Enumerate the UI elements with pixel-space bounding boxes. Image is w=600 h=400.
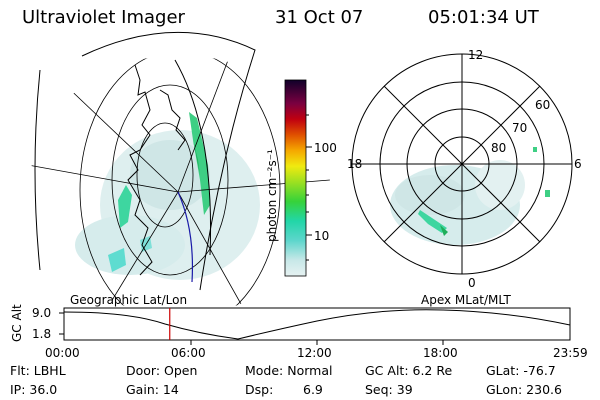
alt-tick-1-8: 1.8 [32, 327, 52, 341]
time-tick-0600: 06:00 [171, 346, 206, 360]
mlt-label-6: 6 [574, 157, 582, 171]
apex-panel-label: Apex MLat/MLT [421, 293, 511, 307]
polar-plot [351, 53, 573, 275]
glat-status: GLat: -76.7 [486, 363, 556, 378]
glon-status: GLon: 230.6 [486, 382, 562, 397]
door-status: Door: Open [126, 363, 198, 378]
time-tick-2359: 23:59 [553, 346, 588, 360]
gc-alt-status: GC Alt: 6.2 Re [365, 363, 453, 378]
mlt-label-12: 12 [468, 48, 484, 62]
geographic-map [30, 55, 330, 315]
seq-status: Seq: 39 [365, 382, 413, 397]
colorbar-tick-100: 100 [314, 141, 337, 155]
mlat-label-70: 70 [512, 121, 528, 135]
time-label: 05:01:34 UT [428, 7, 539, 28]
mlat-label-80: 80 [491, 141, 507, 155]
colorbar-scale [284, 79, 307, 277]
ip-status: IP: 36.0 [10, 382, 58, 397]
time-tick-1800: 18:00 [423, 346, 458, 360]
mlt-label-18: 18 [347, 157, 363, 171]
colorbar-unit-label: photon cm⁻²s⁻¹ [265, 149, 279, 242]
geographic-panel-label: Geographic Lat/Lon [70, 293, 188, 307]
altitude-axis-label: GC Alt [10, 304, 24, 342]
date-label: 31 Oct 07 [275, 7, 364, 28]
colorbar-tick-10: 10 [314, 229, 330, 243]
mlt-label-0: 0 [468, 276, 476, 290]
filter-status: Flt: LBHL [10, 363, 66, 378]
dsp-value: 6.9 [303, 382, 323, 397]
gain-status: Gain: 14 [126, 382, 179, 397]
altitude-curve [63, 309, 571, 340]
instrument-title: Ultraviolet Imager [22, 7, 185, 28]
mode-status: Mode: Normal [245, 363, 333, 378]
alt-tick-9: 9.0 [32, 306, 52, 320]
time-tick-0000: 00:00 [45, 346, 80, 360]
time-tick-1200: 12:00 [297, 346, 332, 360]
mlat-label-60: 60 [535, 98, 551, 112]
dsp-label: Dsp: [245, 382, 274, 397]
